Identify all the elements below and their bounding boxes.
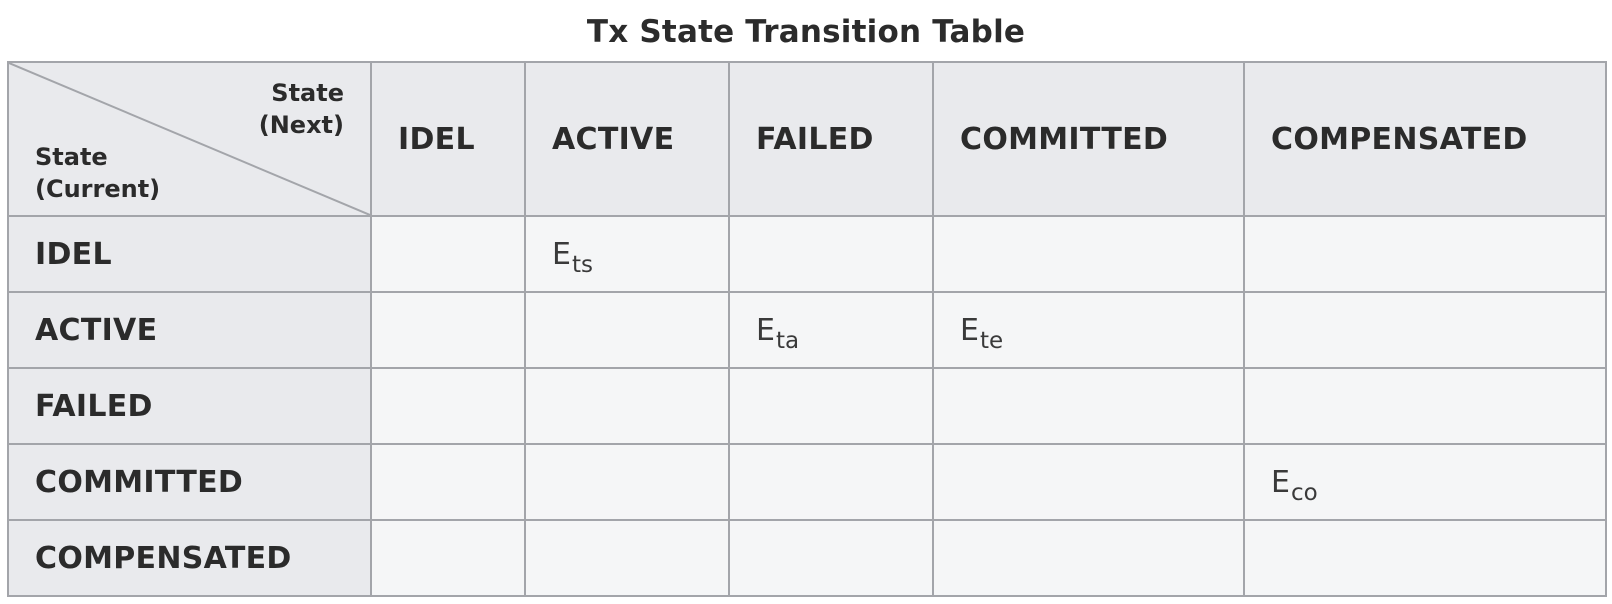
- current-state-label: State (Current): [35, 141, 160, 205]
- table-row: FAILED: [7, 367, 1607, 445]
- row-header: ACTIVE: [7, 291, 372, 369]
- transition-cell: [1243, 519, 1607, 597]
- transition-cell: [370, 215, 526, 293]
- column-header-active: ACTIVE: [524, 61, 730, 217]
- event-subscript: co: [1290, 479, 1318, 506]
- transition-cell: [932, 367, 1245, 445]
- transition-cell: Ete: [932, 291, 1245, 369]
- transition-cell: [932, 519, 1245, 597]
- table-row: COMMITTED Eco: [7, 443, 1607, 521]
- transition-cell: [728, 443, 934, 521]
- next-state-label-line2: (Next): [258, 111, 344, 139]
- transition-cell: [728, 367, 934, 445]
- transition-cell: [932, 443, 1245, 521]
- transition-cell: [370, 443, 526, 521]
- row-header: IDEL: [7, 215, 372, 293]
- transition-cell: [1243, 215, 1607, 293]
- next-state-label-line1: State: [271, 79, 344, 107]
- transition-cell: [370, 367, 526, 445]
- table-row: ACTIVE Eta Ete: [7, 291, 1607, 369]
- column-header-committed: COMMITTED: [932, 61, 1245, 217]
- transition-cell: [524, 443, 730, 521]
- current-state-label-line2: (Current): [35, 175, 161, 203]
- transition-cell: [524, 519, 730, 597]
- diagonal-divider: [10, 64, 369, 214]
- transition-cell: Eco: [1243, 443, 1607, 521]
- table-row: IDEL Ets: [7, 215, 1607, 293]
- event-subscript: ts: [571, 251, 593, 278]
- transition-cell: [932, 215, 1245, 293]
- table-row: COMPENSATED: [7, 519, 1607, 597]
- event-subscript: ta: [775, 327, 800, 354]
- transition-cell: [524, 367, 730, 445]
- transition-cell: [728, 215, 934, 293]
- current-state-label-line1: State: [35, 143, 108, 171]
- event-symbol: E: [1271, 464, 1290, 500]
- transition-cell: Ets: [524, 215, 730, 293]
- page-title: Tx State Transition Table: [586, 14, 1026, 50]
- column-header-compensated: COMPENSATED: [1243, 61, 1607, 217]
- row-header: COMMITTED: [7, 443, 372, 521]
- transition-cell: [1243, 291, 1607, 369]
- next-state-label: State (Next): [259, 77, 344, 141]
- column-header-idel: IDEL: [370, 61, 526, 217]
- transition-cell: [524, 291, 730, 369]
- transition-cell: Eta: [728, 291, 934, 369]
- table-body: IDEL Ets ACTIVE Eta Ete FAILED COMMITTED Eco COM…: [7, 215, 1607, 597]
- state-transition-table: State (Next) State (Current) IDEL ACTIVE…: [7, 61, 1607, 597]
- event-symbol: E: [756, 312, 775, 348]
- event-subscript: te: [979, 327, 1004, 354]
- transition-cell: [1243, 367, 1607, 445]
- header-row: State (Next) State (Current) IDEL ACTIVE…: [7, 61, 1607, 217]
- transition-cell: [370, 291, 526, 369]
- event-symbol: E: [552, 236, 571, 272]
- row-header: COMPENSATED: [7, 519, 372, 597]
- column-header-failed: FAILED: [728, 61, 934, 217]
- corner-cell: State (Next) State (Current): [7, 61, 372, 217]
- transition-cell: [728, 519, 934, 597]
- event-symbol: E: [960, 312, 979, 348]
- row-header: FAILED: [7, 367, 372, 445]
- transition-cell: [370, 519, 526, 597]
